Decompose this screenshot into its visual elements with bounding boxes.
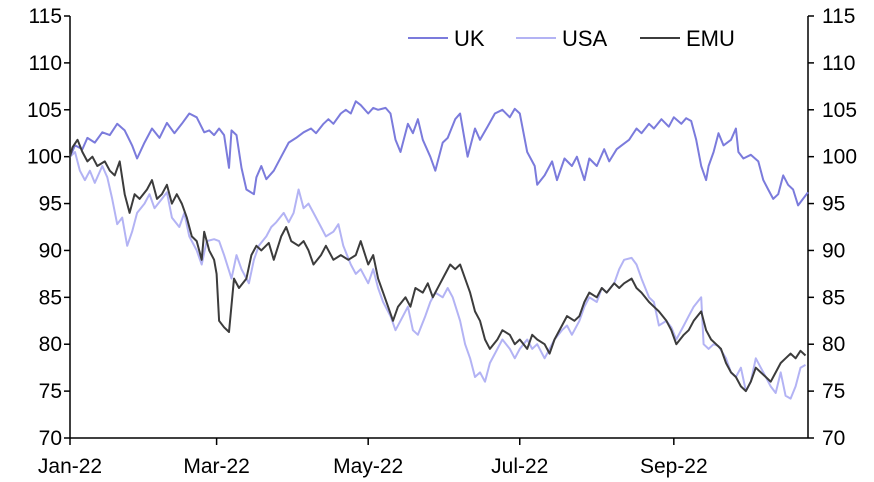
series-line-usa xyxy=(69,151,806,400)
x-tick-label: Sep-22 xyxy=(640,455,708,478)
left-y-tick-label: 80 xyxy=(39,333,62,356)
left-y-tick-label: 75 xyxy=(39,380,62,403)
left-y-tick-label: 105 xyxy=(27,99,62,122)
x-ticks: Jan-22 Mar-22 May-22 Jul-22 Sep-22 xyxy=(38,438,708,478)
right-y-tick-label: 110 xyxy=(822,52,855,75)
right-y-tick-label: 115 xyxy=(822,5,855,28)
x-tick-label: May-22 xyxy=(333,455,403,478)
right-y-tick-label: 95 xyxy=(822,193,845,216)
legend-label-emu: EMU xyxy=(686,26,735,51)
x-tick-label: Mar-22 xyxy=(183,455,250,478)
right-y-tick-label: 85 xyxy=(822,286,845,309)
left-y-tick-label: 85 xyxy=(39,286,62,309)
series-line-emu xyxy=(69,138,807,393)
x-tick-label: Jan-22 xyxy=(38,455,102,478)
left-y-tick-label: 70 xyxy=(39,427,62,450)
x-tick-label: Jul-22 xyxy=(491,455,548,478)
left-y-ticks: 70 75 80 85 90 95 100 105 110 115 xyxy=(27,5,70,450)
left-y-tick-label: 115 xyxy=(29,5,62,28)
right-y-tick-label: 80 xyxy=(822,333,845,356)
right-y-tick-label: 90 xyxy=(822,239,845,262)
legend-label-usa: USA xyxy=(562,26,608,51)
right-y-tick-label: 75 xyxy=(822,380,845,403)
series-lines xyxy=(69,100,809,400)
right-y-tick-label: 100 xyxy=(822,146,857,169)
right-y-tick-label: 70 xyxy=(822,427,845,450)
left-y-tick-label: 95 xyxy=(39,193,62,216)
series-line-uk xyxy=(69,100,809,207)
left-y-tick-label: 90 xyxy=(39,239,62,262)
axes xyxy=(69,16,809,439)
left-y-tick-label: 110 xyxy=(29,52,62,75)
right-y-tick-label: 105 xyxy=(822,99,857,122)
left-y-tick-label: 100 xyxy=(27,146,62,169)
right-y-ticks: 70 75 80 85 90 95 100 105 110 115 xyxy=(808,5,857,450)
legend: UK USA EMU xyxy=(408,26,735,51)
legend-label-uk: UK xyxy=(454,26,485,51)
